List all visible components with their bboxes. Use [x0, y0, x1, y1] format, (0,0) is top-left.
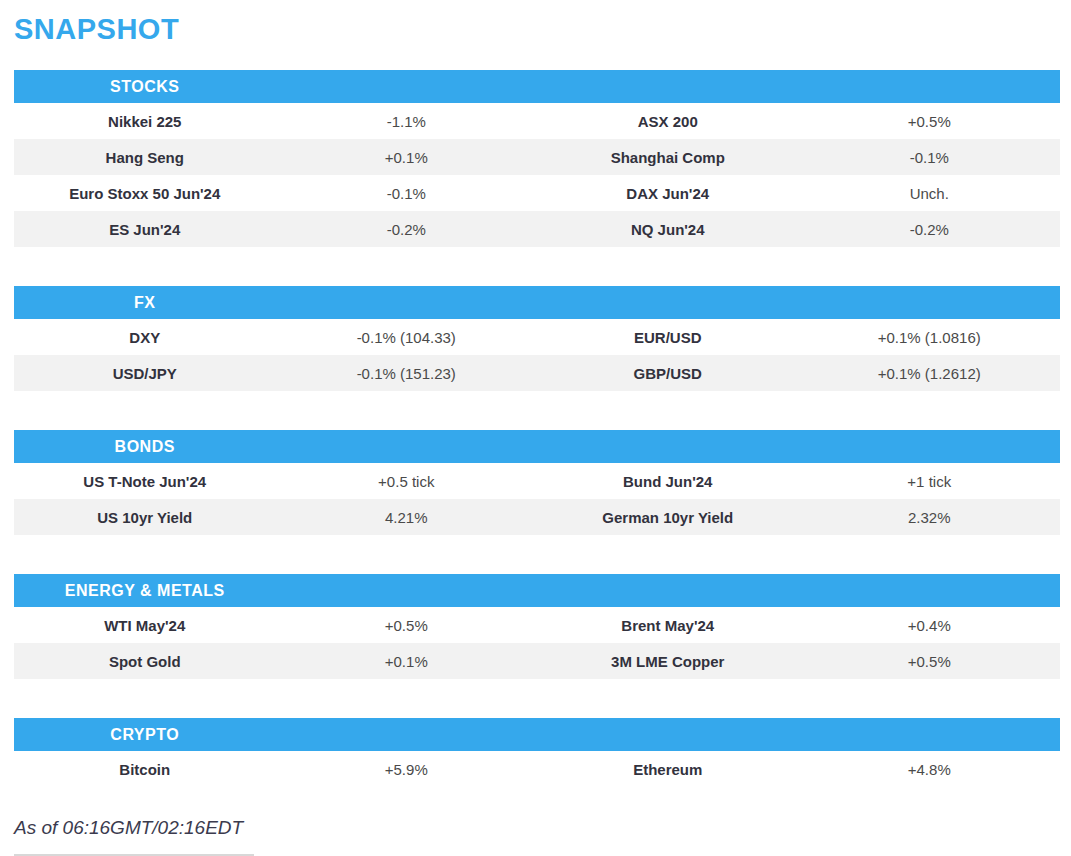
instrument-value: +0.1% (1.2612) — [799, 365, 1061, 382]
instrument-value: -0.1% (104.33) — [276, 329, 538, 346]
table-row: Bitcoin +5.9% Ethereum +4.8% — [14, 751, 1060, 787]
instrument-value: +0.4% — [799, 617, 1061, 634]
section-header-label: STOCKS — [14, 78, 276, 96]
instrument-label: GBP/USD — [537, 365, 799, 382]
instrument-value: Unch. — [799, 185, 1061, 202]
instrument-value: -0.1% (151.23) — [276, 365, 538, 382]
instrument-label: DXY — [14, 329, 276, 346]
table-row: WTI May'24 +0.5% Brent May'24 +0.4% — [14, 607, 1060, 643]
instrument-label: Brent May'24 — [537, 617, 799, 634]
instrument-label: WTI May'24 — [14, 617, 276, 634]
instrument-label: Hang Seng — [14, 149, 276, 166]
table-row: DXY -0.1% (104.33) EUR/USD +0.1% (1.0816… — [14, 319, 1060, 355]
instrument-value: +5.9% — [276, 761, 538, 778]
instrument-value: 4.21% — [276, 509, 538, 526]
instrument-value: +0.1% — [276, 149, 538, 166]
instrument-value: -0.2% — [276, 221, 538, 238]
instrument-value: 2.32% — [799, 509, 1061, 526]
table-row: US T-Note Jun'24 +0.5 tick Bund Jun'24 +… — [14, 463, 1060, 499]
section-header-label: ENERGY & METALS — [14, 582, 276, 600]
section-header-crypto: CRYPTO — [14, 718, 1060, 751]
section-energy-metals: ENERGY & METALS WTI May'24 +0.5% Brent M… — [14, 574, 1060, 679]
table-row: US 10yr Yield 4.21% German 10yr Yield 2.… — [14, 499, 1060, 535]
table-row: Spot Gold +0.1% 3M LME Copper +0.5% — [14, 643, 1060, 679]
section-header-label: BONDS — [14, 438, 276, 456]
instrument-value: +0.5% — [276, 617, 538, 634]
instrument-label: Euro Stoxx 50 Jun'24 — [14, 185, 276, 202]
snapshot-page: SNAPSHOT STOCKS Nikkei 225 -1.1% ASX 200… — [0, 0, 1071, 839]
instrument-label: DAX Jun'24 — [537, 185, 799, 202]
table-row: Hang Seng +0.1% Shanghai Comp -0.1% — [14, 139, 1060, 175]
instrument-label: USD/JPY — [14, 365, 276, 382]
instrument-label: EUR/USD — [537, 329, 799, 346]
section-header-bonds: BONDS — [14, 430, 1060, 463]
section-header-fx: FX — [14, 286, 1060, 319]
page-title: SNAPSHOT — [14, 13, 1060, 46]
instrument-value: +0.5% — [799, 113, 1061, 130]
instrument-label: Bund Jun'24 — [537, 473, 799, 490]
instrument-value: +0.5% — [799, 653, 1061, 670]
instrument-value: +0.5 tick — [276, 473, 538, 490]
instrument-value: -1.1% — [276, 113, 538, 130]
section-bonds: BONDS US T-Note Jun'24 +0.5 tick Bund Ju… — [14, 430, 1060, 535]
instrument-label: Bitcoin — [14, 761, 276, 778]
instrument-label: 3M LME Copper — [537, 653, 799, 670]
section-header-label: CRYPTO — [14, 726, 276, 744]
table-row: Euro Stoxx 50 Jun'24 -0.1% DAX Jun'24 Un… — [14, 175, 1060, 211]
section-crypto: CRYPTO Bitcoin +5.9% Ethereum +4.8% — [14, 718, 1060, 787]
table-row: ES Jun'24 -0.2% NQ Jun'24 -0.2% — [14, 211, 1060, 247]
instrument-label: Nikkei 225 — [14, 113, 276, 130]
section-header-stocks: STOCKS — [14, 70, 1060, 103]
instrument-value: +0.1% (1.0816) — [799, 329, 1061, 346]
instrument-label: US T-Note Jun'24 — [14, 473, 276, 490]
section-stocks: STOCKS Nikkei 225 -1.1% ASX 200 +0.5% Ha… — [14, 70, 1060, 247]
table-row: Nikkei 225 -1.1% ASX 200 +0.5% — [14, 103, 1060, 139]
as-of-timestamp: As of 06:16GMT/02:16EDT — [14, 817, 1060, 839]
market-snapshot-table: STOCKS Nikkei 225 -1.1% ASX 200 +0.5% Ha… — [14, 70, 1060, 787]
section-fx: FX DXY -0.1% (104.33) EUR/USD +0.1% (1.0… — [14, 286, 1060, 391]
instrument-label: ASX 200 — [537, 113, 799, 130]
instrument-label: Ethereum — [537, 761, 799, 778]
instrument-value: -0.2% — [799, 221, 1061, 238]
instrument-value: -0.1% — [276, 185, 538, 202]
instrument-label: German 10yr Yield — [537, 509, 799, 526]
section-header-energy-metals: ENERGY & METALS — [14, 574, 1060, 607]
instrument-label: ES Jun'24 — [14, 221, 276, 238]
instrument-value: +4.8% — [799, 761, 1061, 778]
instrument-value: -0.1% — [799, 149, 1061, 166]
section-header-label: FX — [14, 294, 276, 312]
instrument-label: US 10yr Yield — [14, 509, 276, 526]
instrument-label: Shanghai Comp — [537, 149, 799, 166]
instrument-label: Spot Gold — [14, 653, 276, 670]
table-row: USD/JPY -0.1% (151.23) GBP/USD +0.1% (1.… — [14, 355, 1060, 391]
instrument-value: +0.1% — [276, 653, 538, 670]
instrument-label: NQ Jun'24 — [537, 221, 799, 238]
instrument-value: +1 tick — [799, 473, 1061, 490]
